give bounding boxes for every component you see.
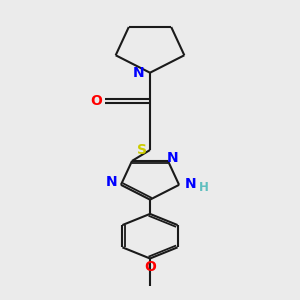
Text: N: N (185, 177, 197, 191)
Text: S: S (137, 143, 147, 157)
Text: N: N (167, 151, 178, 165)
Text: O: O (144, 260, 156, 274)
Text: N: N (106, 176, 117, 190)
Text: N: N (132, 66, 144, 80)
Text: O: O (90, 94, 102, 108)
Text: H: H (199, 181, 208, 194)
